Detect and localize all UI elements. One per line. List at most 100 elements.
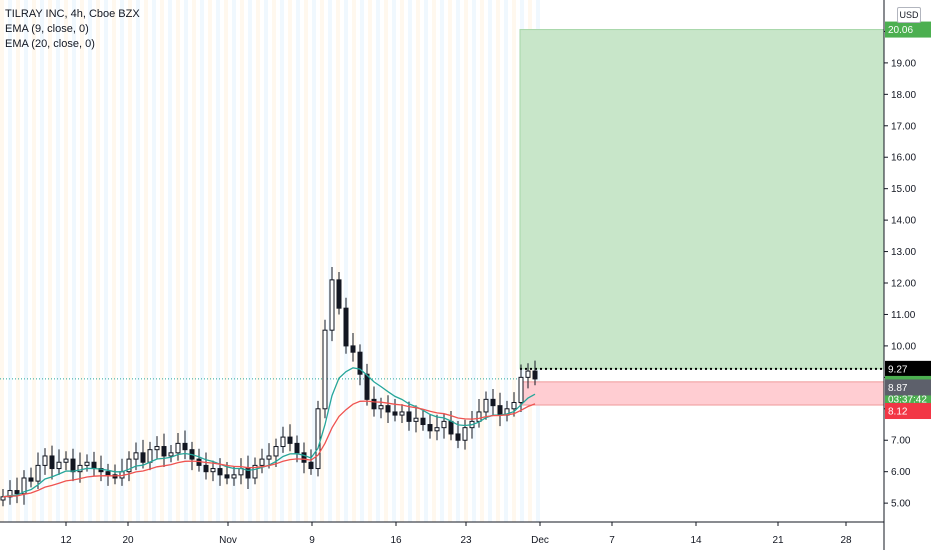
x-tick-label: 9 bbox=[309, 535, 315, 546]
candle-body[interactable] bbox=[511, 402, 517, 410]
candle-body[interactable] bbox=[350, 345, 356, 353]
candle-body[interactable] bbox=[497, 405, 503, 416]
candle-body[interactable] bbox=[308, 461, 314, 470]
candle-body[interactable] bbox=[217, 468, 223, 476]
target-zone[interactable] bbox=[519, 29, 885, 370]
y-tick-label: 14.00 bbox=[891, 216, 916, 227]
candle-body[interactable] bbox=[147, 449, 153, 463]
currency-button[interactable]: USD bbox=[897, 7, 921, 23]
candle-body[interactable] bbox=[343, 307, 349, 347]
candle-body[interactable] bbox=[28, 477, 34, 482]
session-stripe bbox=[472, 0, 476, 522]
session-stripe bbox=[240, 0, 244, 522]
candle-body[interactable] bbox=[210, 468, 216, 473]
candle-body[interactable] bbox=[70, 458, 76, 473]
session-stripe bbox=[0, 0, 4, 522]
candle-body[interactable] bbox=[245, 468, 251, 479]
session-stripe bbox=[336, 0, 340, 522]
candle-body[interactable] bbox=[462, 427, 468, 441]
x-tick-label: 14 bbox=[690, 535, 702, 546]
candle-body[interactable] bbox=[483, 398, 489, 413]
candle-body[interactable] bbox=[287, 436, 293, 444]
candle-body[interactable] bbox=[525, 370, 531, 378]
session-stripe bbox=[16, 0, 20, 522]
candle-body[interactable] bbox=[77, 464, 83, 473]
y-tick-label: 10.00 bbox=[891, 341, 916, 352]
candle-body[interactable] bbox=[35, 464, 41, 482]
candle-body[interactable] bbox=[532, 370, 538, 380]
x-tick-label: 20 bbox=[122, 535, 134, 546]
candle-body[interactable] bbox=[476, 411, 482, 422]
candle-body[interactable] bbox=[63, 458, 69, 463]
candle-body[interactable] bbox=[406, 411, 412, 422]
candle-body[interactable] bbox=[231, 474, 237, 479]
candle-body[interactable] bbox=[224, 474, 230, 479]
candle-body[interactable] bbox=[490, 398, 496, 407]
candle-body[interactable] bbox=[182, 442, 188, 451]
candle-body[interactable] bbox=[175, 442, 181, 454]
candle-body[interactable] bbox=[161, 446, 167, 457]
candle-body[interactable] bbox=[455, 433, 461, 441]
candle-body[interactable] bbox=[294, 442, 300, 454]
stop-zone[interactable] bbox=[519, 381, 885, 406]
candle-body[interactable] bbox=[42, 455, 48, 466]
candle-body[interactable] bbox=[315, 408, 321, 470]
session-stripe bbox=[464, 0, 468, 522]
candle-body[interactable] bbox=[322, 329, 328, 410]
candle-body[interactable] bbox=[140, 452, 146, 463]
candle-body[interactable] bbox=[252, 464, 258, 479]
candle-body[interactable] bbox=[441, 420, 447, 429]
ema20-line[interactable] bbox=[2, 400, 536, 498]
candle-body[interactable] bbox=[126, 458, 132, 473]
candle-body[interactable] bbox=[448, 420, 454, 435]
ema-badge[interactable] bbox=[885, 379, 931, 396]
candle-body[interactable] bbox=[329, 279, 335, 331]
candle-body[interactable] bbox=[378, 405, 384, 410]
y-tick-label: 17.00 bbox=[891, 121, 916, 132]
candle-body[interactable] bbox=[259, 458, 265, 466]
target-badge[interactable] bbox=[885, 21, 931, 38]
candle-body[interactable] bbox=[364, 373, 370, 400]
candle-body[interactable] bbox=[133, 452, 139, 460]
candle-body[interactable] bbox=[385, 405, 391, 413]
candle-body[interactable] bbox=[301, 452, 307, 463]
y-tick-label: 6.00 bbox=[891, 467, 911, 478]
candle-body[interactable] bbox=[280, 436, 286, 448]
candle-body[interactable] bbox=[154, 446, 160, 451]
session-stripe bbox=[328, 0, 332, 522]
candle-body[interactable] bbox=[399, 411, 405, 416]
candle-body[interactable] bbox=[91, 461, 97, 470]
candle-body[interactable] bbox=[434, 427, 440, 432]
candle-body[interactable] bbox=[420, 417, 426, 426]
session-stripe bbox=[128, 0, 132, 522]
candle-body[interactable] bbox=[203, 464, 209, 473]
entry-badge[interactable] bbox=[885, 360, 931, 377]
candle-body[interactable] bbox=[371, 398, 377, 410]
candle-body[interactable] bbox=[49, 455, 55, 470]
candle-body[interactable] bbox=[273, 446, 279, 457]
session-stripe bbox=[376, 0, 380, 522]
stop-badge[interactable] bbox=[885, 403, 931, 420]
x-tick-label: 12 bbox=[60, 535, 72, 546]
candle-body[interactable] bbox=[518, 376, 524, 404]
candle-body[interactable] bbox=[413, 417, 419, 422]
legend-ema20[interactable]: EMA (20, close, 0) bbox=[5, 38, 95, 50]
session-stripe bbox=[496, 0, 500, 522]
candle-body[interactable] bbox=[0, 496, 6, 501]
x-tick-label: 16 bbox=[390, 535, 402, 546]
candle-body[interactable] bbox=[168, 452, 174, 457]
candle-body[interactable] bbox=[105, 471, 111, 476]
session-stripe bbox=[312, 0, 316, 522]
candle-body[interactable] bbox=[84, 461, 90, 466]
legend-ema9[interactable]: EMA (9, close, 0) bbox=[5, 23, 89, 35]
legend-symbol[interactable]: TILRAY INC, 4h, Cboe BZX bbox=[5, 8, 140, 20]
candle-body[interactable] bbox=[56, 461, 62, 470]
candle-body[interactable] bbox=[392, 411, 398, 416]
candle-body[interactable] bbox=[357, 351, 363, 375]
candle-body[interactable] bbox=[266, 455, 272, 460]
candle-body[interactable] bbox=[427, 424, 433, 432]
candle-body[interactable] bbox=[14, 490, 20, 495]
candle-body[interactable] bbox=[336, 279, 342, 309]
